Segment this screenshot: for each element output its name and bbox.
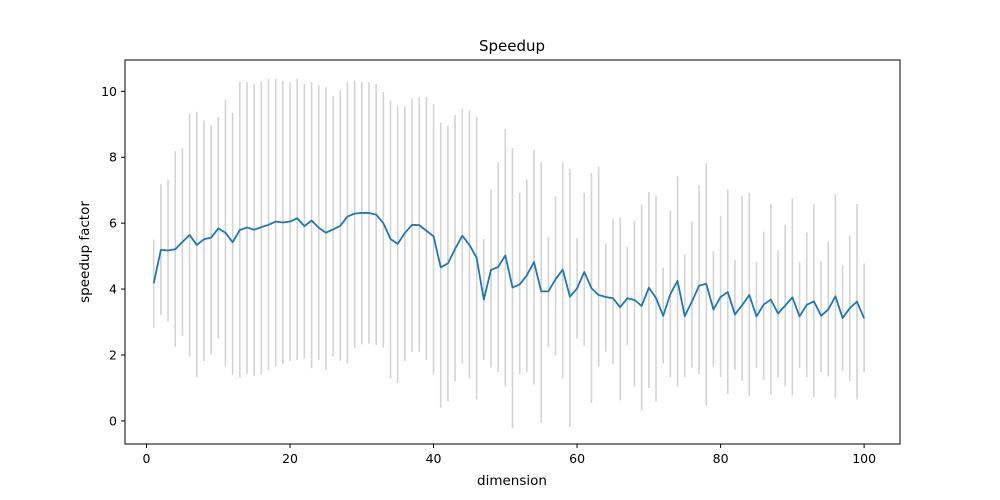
plot-frame xyxy=(124,59,901,445)
x-tick-label: 80 xyxy=(713,451,729,466)
series-line xyxy=(152,212,865,319)
y-axis-label: speedup factor xyxy=(77,201,93,303)
y-tick-label: 10 xyxy=(101,84,117,99)
y-tick-label: 4 xyxy=(109,282,117,297)
x-tick-label: 0 xyxy=(143,451,151,466)
chart-title: Speedup xyxy=(479,37,545,55)
x-tick-label: 20 xyxy=(282,451,298,466)
x-tick-label: 100 xyxy=(852,451,876,466)
y-axis: 0 2 4 6 8 10 xyxy=(101,84,125,428)
series-line-group xyxy=(152,212,865,319)
y-tick-label: 0 xyxy=(109,413,117,428)
x-axis: 0 20 40 60 80 100 xyxy=(143,444,876,466)
y-tick-label: 2 xyxy=(109,348,117,363)
y-tick-label: 6 xyxy=(109,216,117,231)
x-axis-label: dimension xyxy=(477,473,547,489)
y-tick-label: 8 xyxy=(109,150,117,165)
x-tick-label: 60 xyxy=(569,451,585,466)
x-tick-label: 40 xyxy=(426,451,442,466)
errorbar-group xyxy=(152,78,865,429)
